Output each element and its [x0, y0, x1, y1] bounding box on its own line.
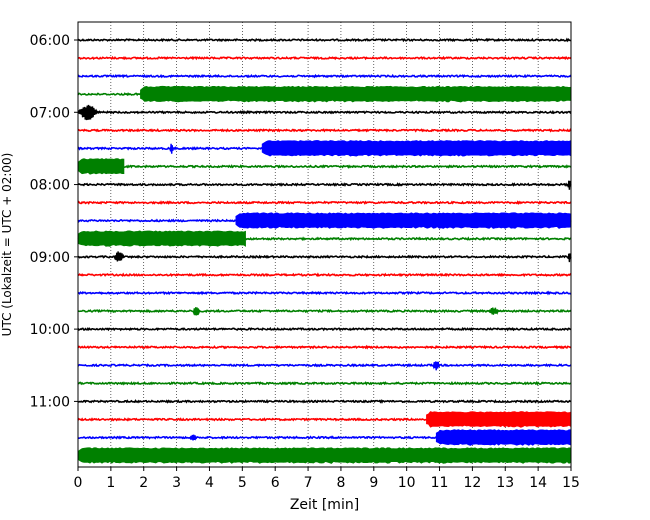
y-axis-label: UTC (Lokalzeit = UTC + 02:00): [0, 153, 14, 337]
trace-spike: [432, 361, 441, 371]
x-axis-ticks: 0 1 2 3 4 5 6 7 8 9 10 11 12 13 14 15: [74, 467, 580, 491]
y-tick-label: 07:00: [30, 105, 70, 121]
x-tick-label: 7: [304, 475, 313, 491]
trace-0945: [77, 307, 572, 316]
trace-event: [140, 85, 572, 103]
x-tick-label: 4: [205, 475, 214, 491]
x-tick-label: 10: [398, 475, 416, 491]
y-axis-ticks: 06:00 07:00 08:00 09:00 10:00 11:00: [30, 33, 78, 410]
x-tick-label: 11: [431, 475, 449, 491]
trace-spike: [169, 143, 174, 154]
x-tick-label: 0: [74, 475, 83, 491]
trace-baseline: [77, 344, 572, 350]
trace-baseline: [77, 73, 572, 79]
trace-baseline: [77, 164, 572, 169]
trace-event: [235, 212, 572, 229]
trace-baseline: [77, 380, 572, 386]
x-axis-label: Zeit [min]: [290, 497, 359, 513]
trace-1015: [77, 344, 572, 350]
trace-event: [435, 429, 572, 446]
plot-frame: [77, 21, 572, 468]
trace-0930: [77, 290, 572, 296]
y-tick-label: 08:00: [30, 178, 70, 194]
trace-baseline: [77, 128, 572, 133]
trace-baseline: [77, 182, 572, 187]
x-tick-label: 15: [562, 475, 580, 491]
x-tick-label: 14: [529, 475, 547, 491]
x-tick-label: 5: [238, 475, 247, 491]
trace-event: [77, 158, 125, 175]
trace-baseline: [77, 254, 572, 260]
trace-baseline: [78, 272, 572, 278]
trace-baseline: [77, 200, 572, 206]
trace-1030: [77, 361, 572, 371]
trace-spike: [189, 434, 197, 441]
trace-0900: [77, 251, 572, 263]
trace-baseline: [77, 308, 572, 314]
trace-1145: [77, 447, 572, 464]
trace-0730: [77, 139, 572, 157]
trace-event: [77, 230, 246, 247]
trace-1045: [77, 380, 572, 386]
trace-0815: [77, 200, 572, 206]
trace-1000: [77, 326, 572, 332]
x-tick-label: 12: [463, 475, 481, 491]
x-tick-label: 2: [139, 475, 148, 491]
y-tick-label: 09:00: [30, 250, 70, 266]
y-tick-label: 11:00: [30, 394, 70, 410]
trace-1115: [77, 411, 572, 428]
x-tick-label: 8: [336, 475, 345, 491]
trace-baseline: [77, 110, 572, 115]
trace-event: [261, 139, 572, 157]
trace-baseline: [77, 326, 572, 332]
trace-0700: [77, 104, 572, 121]
y-tick-label: 10:00: [30, 322, 70, 338]
trace-baseline: [77, 37, 572, 43]
seismic-traces: [77, 37, 572, 464]
x-tick-label: 1: [106, 475, 115, 491]
trace-baseline: [77, 398, 571, 404]
trace-0600: [77, 37, 572, 43]
trace-event: [77, 447, 572, 464]
trace-1130: [77, 429, 572, 446]
trace-0645: [77, 85, 572, 103]
trace-1100: [77, 398, 571, 404]
trace-0615: [77, 55, 572, 61]
trace-spike: [113, 251, 125, 262]
trace-0630: [77, 73, 572, 79]
trace-0715: [77, 128, 572, 133]
trace-0845: [77, 230, 572, 247]
trace-0745: [77, 158, 572, 175]
x-tick-label: 9: [369, 475, 378, 491]
y-tick-label: 06:00: [30, 33, 70, 49]
x-tick-label: 3: [172, 475, 181, 491]
trace-0800: [77, 180, 572, 190]
trace-0915: [78, 272, 572, 278]
x-tick-label: 13: [496, 475, 514, 491]
trace-0830: [77, 212, 572, 229]
trace-spike: [77, 104, 99, 121]
trace-event: [426, 411, 572, 428]
trace-spike: [192, 307, 201, 316]
x-tick-label: 6: [271, 475, 280, 491]
trace-baseline: [77, 362, 572, 368]
trace-baseline: [77, 290, 572, 296]
trace-baseline: [77, 55, 572, 61]
trace-spike: [488, 307, 500, 316]
